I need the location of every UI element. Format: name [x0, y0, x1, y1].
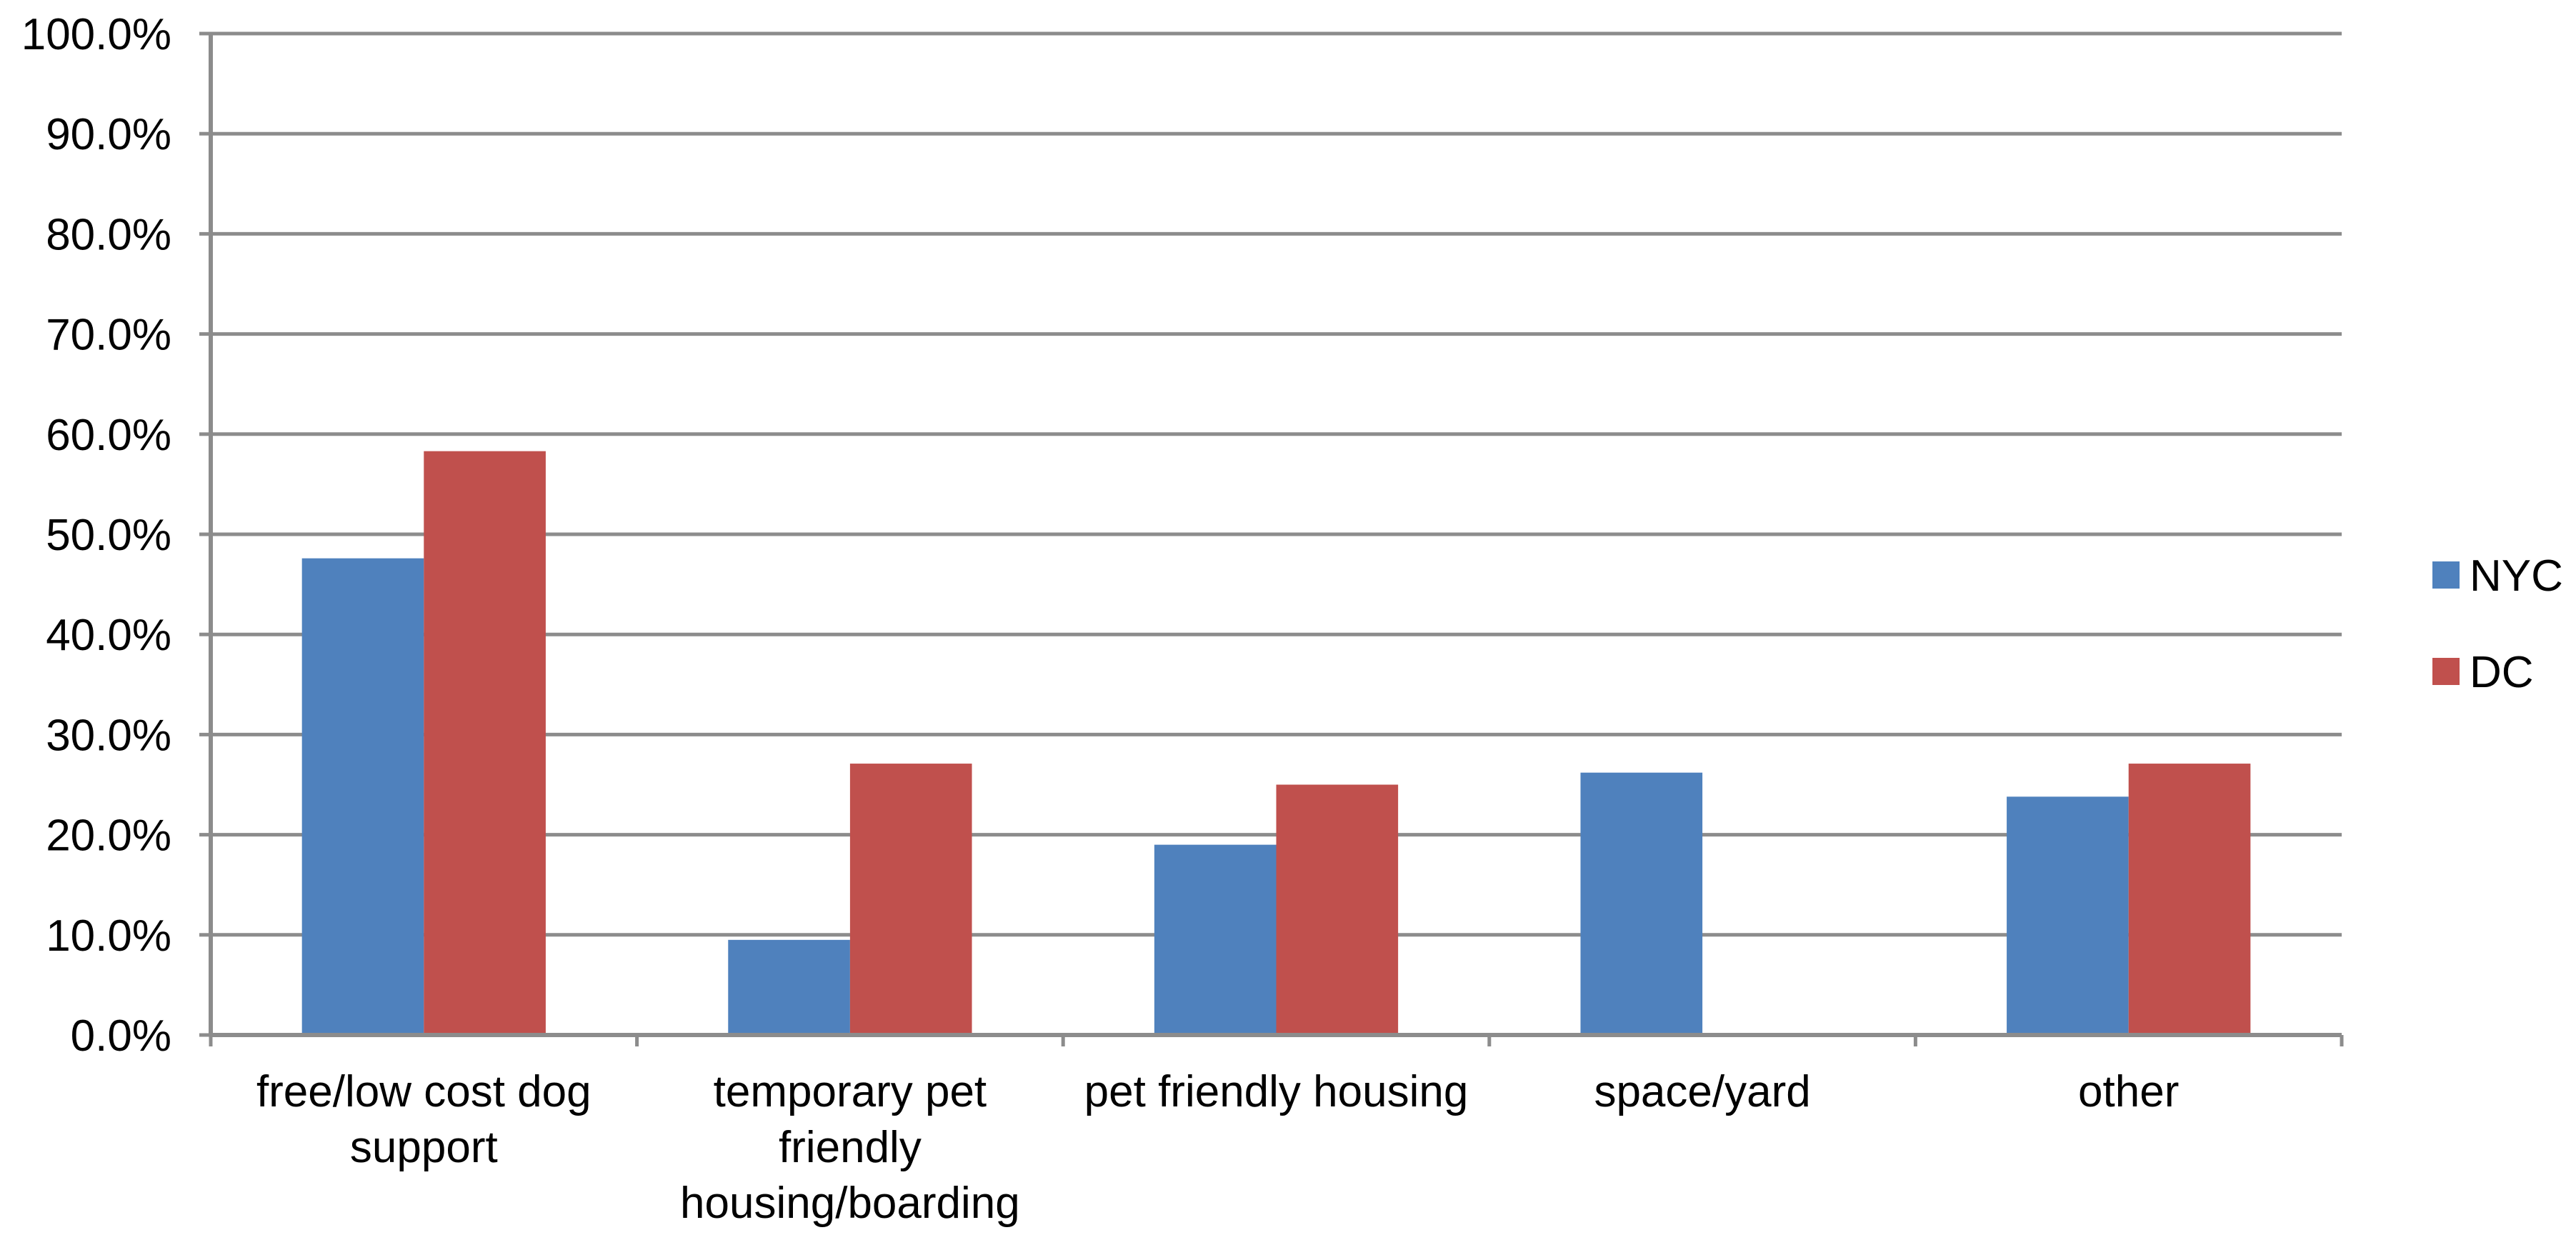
x-tick-label: free/low cost dog [256, 1067, 591, 1116]
bar-dc [424, 451, 546, 1035]
y-tick-label: 100.0% [21, 10, 171, 59]
bar-nyc [1154, 844, 1277, 1035]
x-tick-labels: free/low cost dog support temporary pet fri… [256, 1067, 2179, 1228]
legend: NYC DC [2432, 551, 2563, 697]
x-tick-label: pet friendly housing [1084, 1067, 1469, 1116]
legend-label-nyc: NYC [2470, 551, 2563, 601]
bar-nyc [2007, 796, 2129, 1035]
y-tick-label: 10.0% [46, 911, 171, 961]
legend-swatch-dc [2432, 658, 2460, 685]
bar-dc [1276, 784, 1399, 1035]
x-tick-label: support [350, 1123, 498, 1172]
bars [301, 451, 2251, 1035]
y-tick-label: 0.0% [71, 1011, 171, 1061]
gridlines [211, 31, 2342, 937]
y-tick-label: 30.0% [46, 711, 171, 760]
y-tick-label: 20.0% [46, 811, 171, 861]
x-tick-label: housing/boarding [680, 1179, 1020, 1228]
x-tick-label: space/yard [1594, 1067, 1810, 1116]
y-tick-label: 60.0% [46, 411, 171, 460]
bar-dc [2128, 764, 2251, 1035]
y-tick-labels: 0.0% 10.0% 20.0% 30.0% 40.0% 50.0% 60.0% 70.0% 8… [21, 10, 171, 1061]
legend-swatch-nyc [2432, 561, 2460, 589]
bar-dc [849, 764, 972, 1035]
bar-nyc [728, 939, 850, 1035]
bar-nyc [301, 558, 424, 1035]
legend-label-dc: DC [2470, 648, 2534, 697]
y-tick-label: 90.0% [46, 110, 171, 159]
y-tick-label: 40.0% [46, 611, 171, 660]
x-tick-label: friendly [779, 1123, 922, 1172]
axes [199, 31, 2344, 1046]
x-tick-label: other [2078, 1067, 2179, 1116]
x-tick-label: temporary pet [714, 1067, 987, 1116]
y-tick-label: 50.0% [46, 511, 171, 560]
y-tick-label: 70.0% [46, 311, 171, 360]
bar-nyc [1580, 772, 1703, 1035]
y-tick-label: 80.0% [46, 210, 171, 259]
